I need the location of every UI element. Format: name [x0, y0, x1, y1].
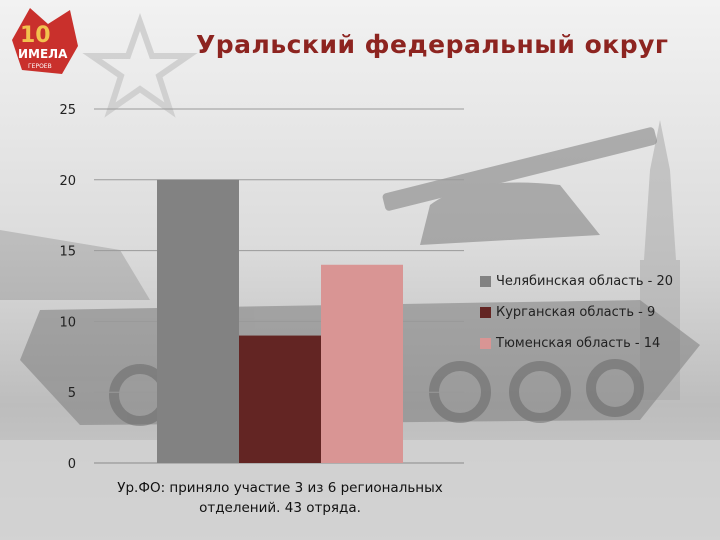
legend-label: Курганская область - 9 — [496, 304, 656, 320]
bar-2 — [239, 335, 321, 463]
legend-swatch — [480, 337, 491, 349]
legend-item: Челябинская область - 20 — [480, 273, 673, 289]
legend-swatch — [480, 306, 491, 318]
legend-item: Тюменская область - 14 — [480, 335, 673, 351]
page-title: Уральский федеральный округ — [196, 30, 669, 59]
logo-emblem: 10 ИМЕЛА ГЕРОЕВ — [12, 8, 78, 74]
legend-label: Челябинская область - 20 — [496, 273, 674, 289]
legend-swatch — [480, 275, 491, 287]
y-tick-label: 20 — [59, 174, 76, 189]
legend-label: Тюменская область - 14 — [496, 335, 661, 351]
svg-text:10: 10 — [20, 23, 51, 48]
y-tick-label: 0 — [68, 457, 76, 472]
svg-text:ГЕРОЕВ: ГЕРОЕВ — [28, 63, 52, 70]
y-tick-label: 15 — [59, 245, 76, 260]
y-tick-label: 10 — [59, 315, 76, 330]
y-tick-label: 25 — [59, 103, 76, 118]
bar-3 — [321, 264, 403, 463]
legend-item: Курганская область - 9 — [480, 304, 673, 320]
bar-1 — [157, 179, 239, 464]
chart-caption: Ур.ФО: приняло участие 3 из 6 региональн… — [117, 480, 443, 516]
y-tick-label: 5 — [68, 386, 76, 401]
chart-legend: Челябинская область - 20 Курганская облас… — [480, 273, 673, 366]
svg-text:ИМЕЛА: ИМЕЛА — [18, 47, 68, 61]
